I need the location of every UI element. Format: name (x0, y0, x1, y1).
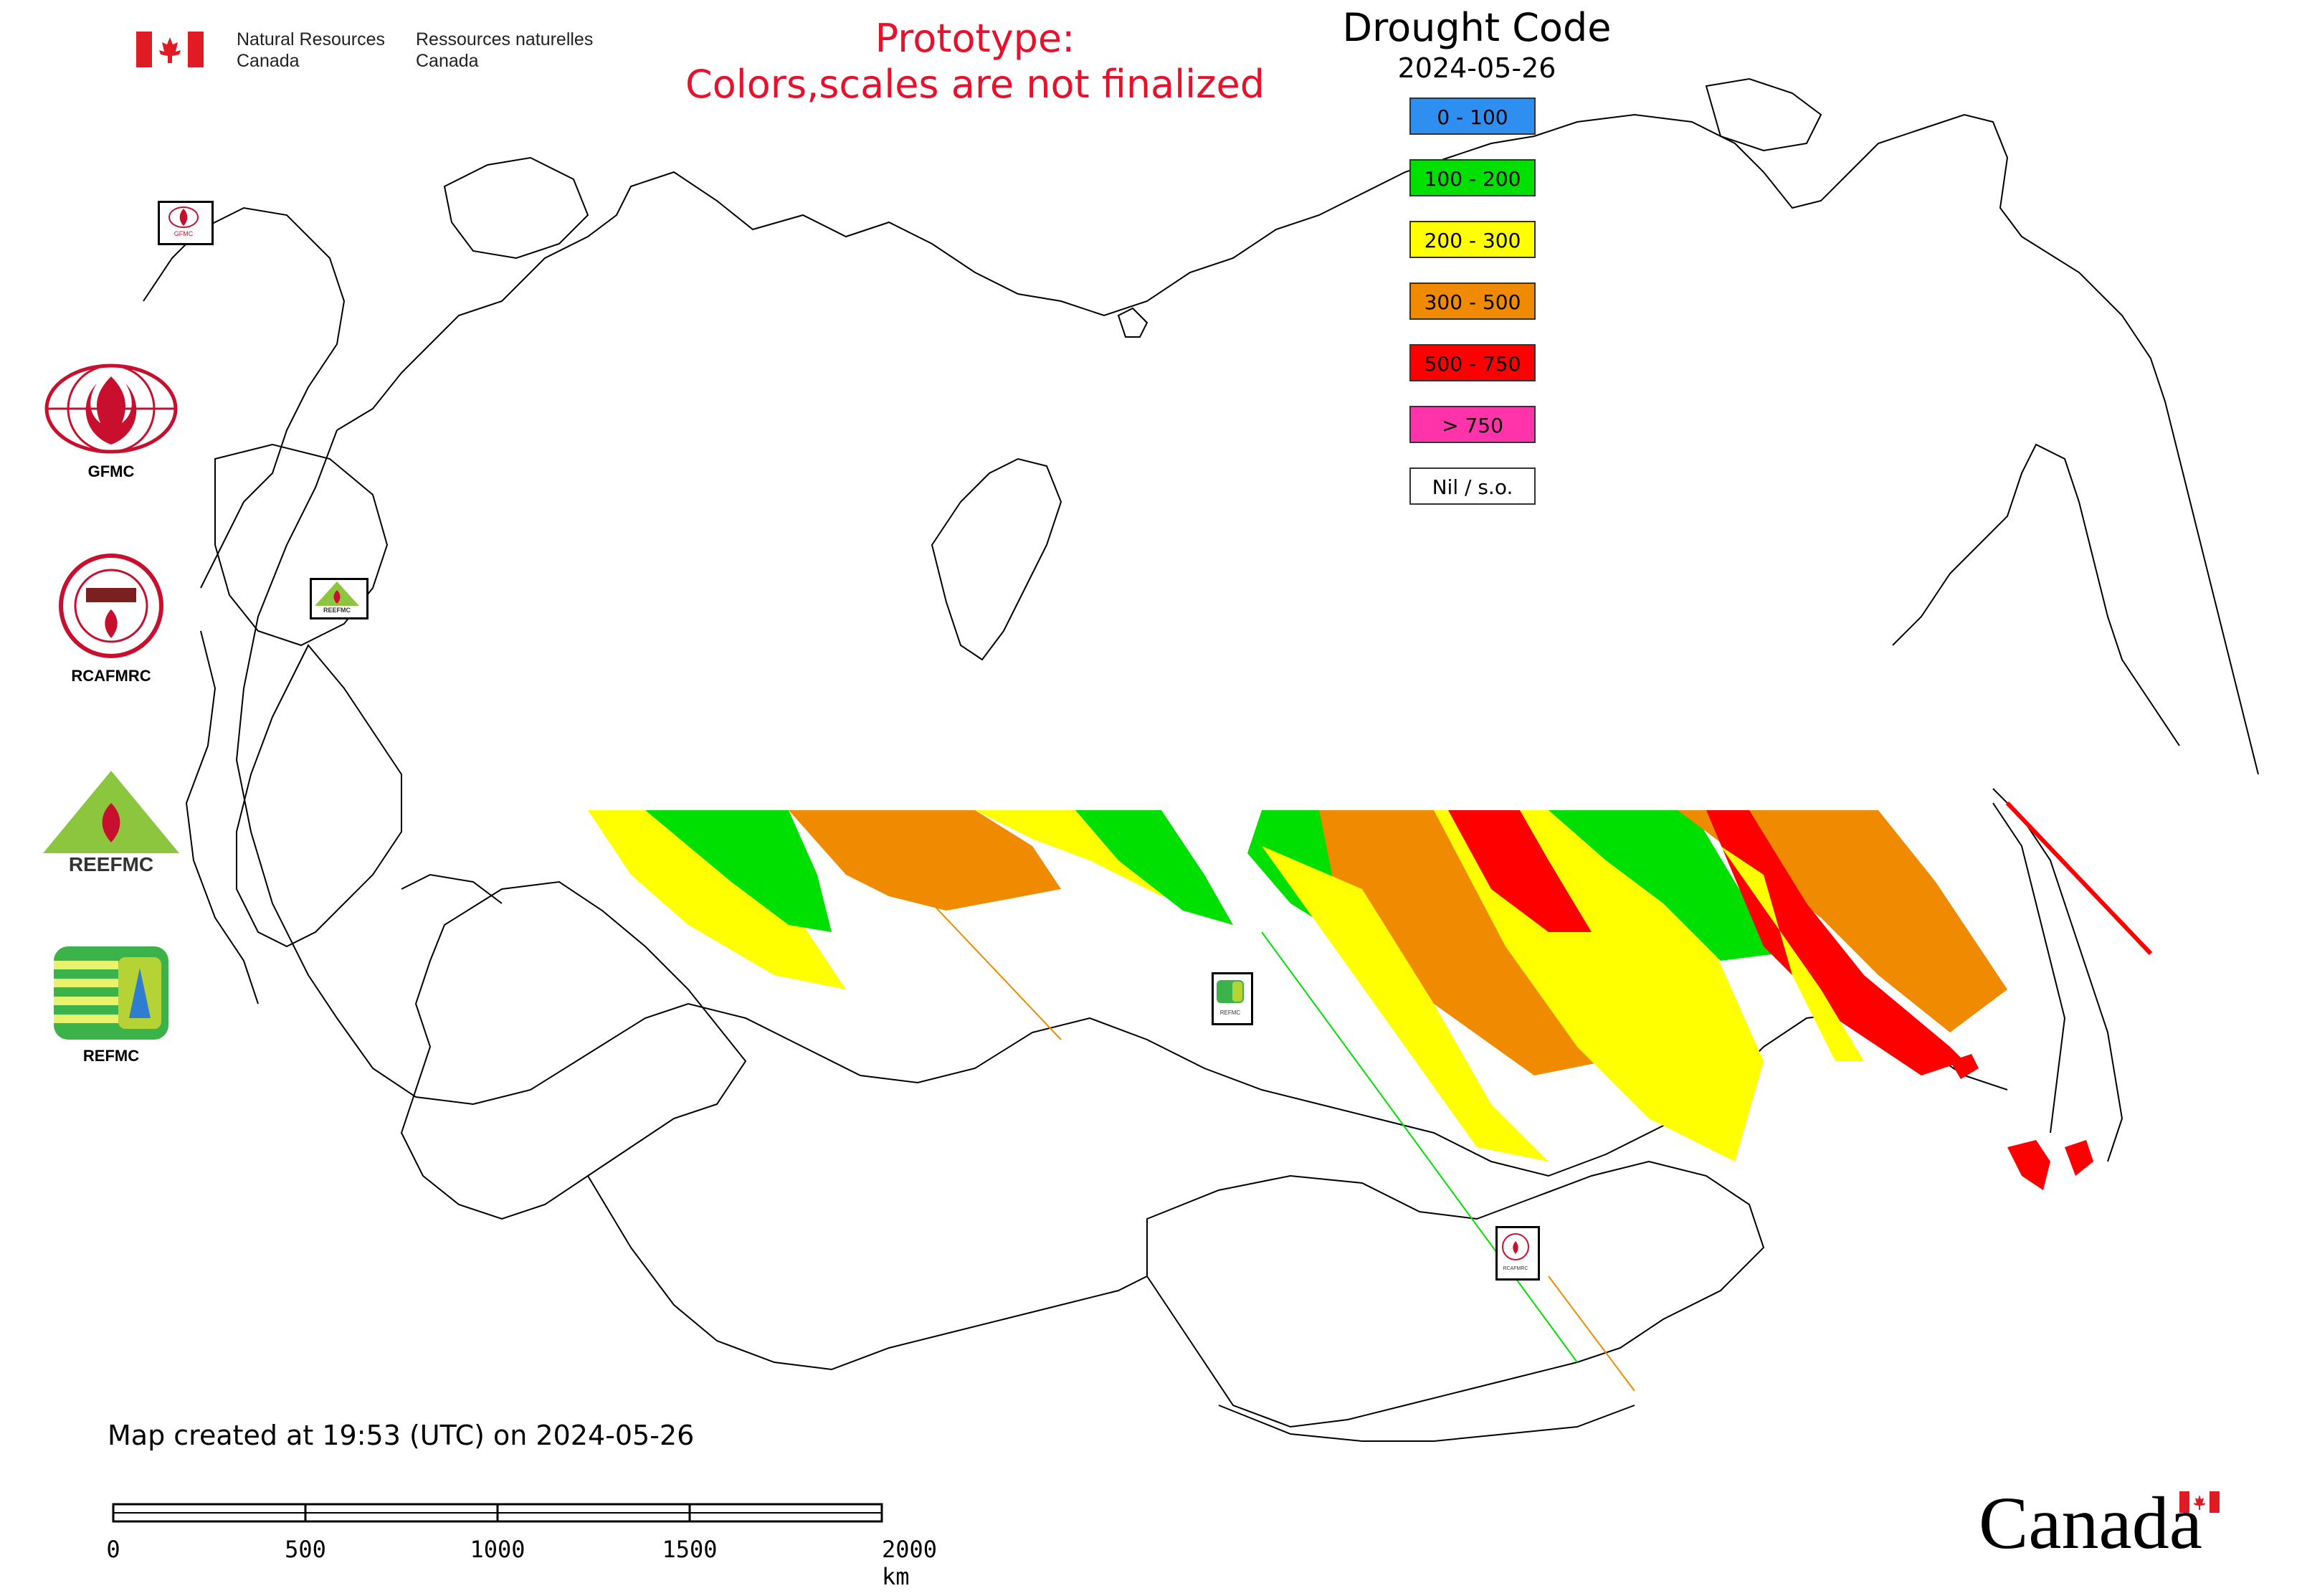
gfmc-label: GFMC (87, 462, 135, 480)
legend-label: Nil / s.o. (1432, 475, 1513, 499)
gfmc-marker-icon: GFMC (168, 206, 199, 237)
reefmc-logo-icon: REEFMC (43, 771, 179, 875)
agency-name-en: Natural Resources Canada (237, 29, 385, 72)
refmc-logo-icon (54, 946, 168, 1040)
scale-tick-2000: 2000 km (882, 1536, 938, 1590)
rcafmrc-label: RCAFMRC (71, 667, 151, 685)
rcafmrc-marker: RCAFMRC (1495, 1226, 1540, 1281)
refmc-label: REFMC (82, 1047, 140, 1065)
map-date: 2024-05-26 (1397, 52, 1556, 84)
agency-name-fr: Ressources naturelles Canada (416, 29, 593, 72)
legend-item-nil: Nil / s.o. (1409, 467, 1536, 505)
reefmc-logo-block: REEFMC (29, 767, 194, 878)
legend-item-200-300: 200 - 300 (1409, 221, 1536, 258)
country-outlines (143, 77, 2259, 1442)
legend-item-750-plus: > 750 (1409, 406, 1536, 443)
refmc-logo-block: REFMC (29, 946, 194, 1065)
gfmc-marker-label: GFMC (174, 230, 194, 237)
canada-wordmark-flag-icon (2179, 1491, 2220, 1513)
legend-label: > 750 (1442, 414, 1503, 437)
scale-tick-1500: 1500 (662, 1536, 718, 1563)
rcafmrc-logo-block: RCAFMRC (29, 552, 194, 685)
agency-en-line2: Canada (237, 51, 300, 71)
map-created-text: Map created at 19:53 (UTC) on 2024-05-26 (108, 1420, 695, 1451)
agency-en-line1: Natural Resources (237, 29, 386, 49)
legend-label: 200 - 300 (1424, 229, 1521, 252)
scale-tick-1000: 1000 (470, 1536, 525, 1563)
gfmc-logo-block: GFMC (29, 362, 194, 481)
refmc-marker-icon: REFMC (1217, 980, 1244, 1016)
legend-label: 500 - 750 (1424, 352, 1521, 376)
reefmc-wordmark: REEFMC (69, 853, 153, 875)
legend-label: 100 - 200 (1424, 167, 1521, 191)
refmc-marker-label: REFMC (1220, 1010, 1241, 1016)
rcafmrc-marker-icon: RCAFMRC (1502, 1233, 1529, 1271)
canada-flag-icon (136, 32, 204, 67)
refmc-marker: REFMC (1212, 972, 1253, 1025)
legend-item-100-200: 100 - 200 (1409, 159, 1536, 196)
prototype-notice: Prototype: Colors,scales are not finaliz… (631, 16, 1319, 108)
legend-item-500-750: 500 - 750 (1409, 344, 1536, 381)
reefmc-marker: REEFMC (310, 578, 368, 619)
agency-fr-line1: Ressources naturelles (416, 29, 594, 49)
map-title: Drought Code (1342, 5, 1612, 50)
legend-label: 300 - 500 (1424, 290, 1521, 314)
gfmc-marker: GFMC (158, 201, 214, 245)
legend-item-300-500: 300 - 500 (1409, 282, 1536, 320)
map-title-block: Drought Code 2024-05-26 (1305, 4, 1649, 85)
reefmc-marker-icon: REEFMC (315, 581, 359, 614)
scale-tick-500: 500 (285, 1536, 326, 1563)
prototype-line1: Prototype: (875, 16, 1075, 61)
scale-tick-0: 0 (106, 1536, 120, 1563)
reefmc-marker-label: REEFMC (323, 607, 351, 613)
legend-label: 0 - 100 (1437, 105, 1508, 129)
legend-item-0-100: 0 - 100 (1409, 98, 1536, 135)
agency-fr-line2: Canada (416, 51, 479, 71)
scale-bar: 0 500 1000 1500 2000 km (106, 1498, 968, 1590)
canada-wordmark: Canada (1979, 1482, 2202, 1564)
rcafmrc-logo-icon (59, 554, 163, 658)
drought-code-fill (588, 801, 2153, 1392)
prototype-line2: Colors,scales are not finalized (685, 62, 1265, 107)
rcafmrc-marker-label: RCAFMRC (1503, 1266, 1528, 1271)
gfmc-logo-icon (44, 364, 178, 454)
scale-bar-graphic (112, 1503, 883, 1523)
